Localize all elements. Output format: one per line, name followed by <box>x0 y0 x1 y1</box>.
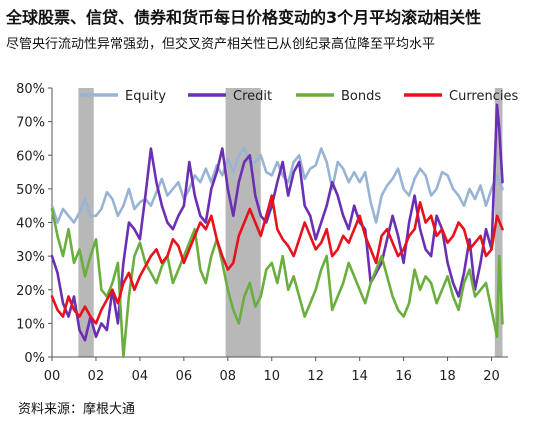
source-note: 资料来源：摩根大通 <box>18 402 136 417</box>
x-tick-label: 12 <box>307 369 324 384</box>
legend-label-credit: Credit <box>233 89 272 104</box>
y-tick-label: 0% <box>24 351 45 366</box>
y-tick-label: 80% <box>16 82 45 97</box>
legend-label-currencies: Currencies <box>449 89 518 104</box>
series-line-bonds <box>50 207 504 359</box>
chart-title: 全球股票、信贷、债券和货币每日价格变动的3个月平均滚动相关性 <box>6 8 482 27</box>
chart-subtitle: 尽管央行流动性异常强劲，但交叉资产相关性已从创纪录高位降至平均水平 <box>6 37 436 52</box>
y-tick-label: 50% <box>16 183 45 198</box>
y-tick-label: 20% <box>16 284 45 299</box>
series-line-equity <box>50 147 504 224</box>
legend-label-equity: Equity <box>125 89 166 104</box>
legend-label-bonds: Bonds <box>341 89 381 104</box>
x-tick-label: 00 <box>44 369 61 384</box>
y-tick-label: 10% <box>16 317 45 332</box>
series-line-credit <box>50 103 504 342</box>
y-tick-label: 60% <box>16 149 45 164</box>
shaded-period-0 <box>78 88 94 357</box>
y-tick-label: 70% <box>16 116 45 131</box>
x-tick-label: 02 <box>88 369 105 384</box>
y-tick-label: 40% <box>16 217 45 232</box>
x-tick-label: 18 <box>439 369 456 384</box>
x-tick-label: 14 <box>351 369 368 384</box>
x-tick-label: 10 <box>263 369 280 384</box>
x-tick-label: 08 <box>220 369 237 384</box>
series-line-currencies <box>50 194 504 325</box>
x-tick-label: 20 <box>483 369 500 384</box>
x-tick-label: 06 <box>176 369 193 384</box>
x-tick-label: 16 <box>395 369 412 384</box>
x-tick-label: 04 <box>132 369 149 384</box>
y-tick-label: 30% <box>16 250 45 265</box>
